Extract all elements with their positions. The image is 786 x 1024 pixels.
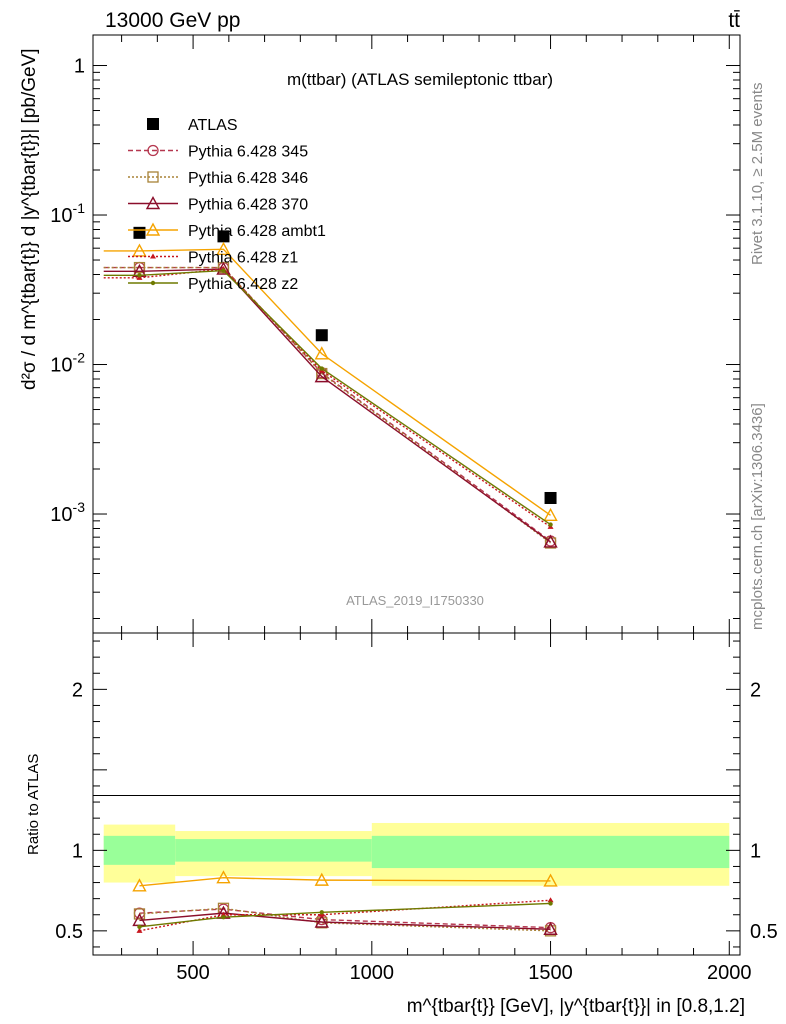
series-line-pythia-6-428-z2: [139, 902, 551, 928]
ratio-x-tick-label: 1000: [350, 962, 395, 984]
data-point-pythia-6-428-ambt1: [216, 241, 231, 255]
ratio-plot-frame: [92, 632, 741, 956]
data-point-pythia-6-428-ambt1: [543, 873, 558, 887]
data-point-pythia-6-428-370: [314, 914, 329, 928]
ratio-y-tick-label: 0.5: [55, 921, 83, 943]
ratio-x-axis-label: m^{tbar{t}} [GeV], |y^{tbar{t}}| in [0.8…: [407, 996, 745, 1017]
data-point-pythia-6-428-z2: [221, 268, 226, 273]
series-line-pythia-6-428-345: [139, 266, 551, 542]
main-y-tick-label: 10-2: [50, 350, 85, 377]
legend-marker-atlas: [147, 118, 159, 130]
data-point-pythia-6-428-z2: [137, 924, 142, 930]
legend-label-pythia-6-428-ambt1: Pythia 6.428 ambt1: [188, 223, 326, 240]
data-point-pythia-6-428-ambt1: [314, 346, 329, 360]
legend-label-pythia-6-428-346: Pythia 6.428 346: [188, 170, 308, 187]
legend-label-pythia-6-428-z1: Pythia 6.428 z1: [188, 250, 298, 267]
data-point-pythia-6-428-z1: [547, 897, 554, 903]
main-series-group: [103, 226, 558, 549]
series-line-pythia-6-428-346: [139, 907, 551, 932]
ratio-x-tick-label: 500: [176, 962, 209, 984]
ratio-x-tick-label: 1500: [528, 962, 573, 984]
data-point-pythia-6-428-346: [544, 537, 557, 549]
data-point-pythia-6-428-ambt1: [314, 872, 329, 886]
data-point-pythia-6-428-370: [543, 534, 558, 548]
ratio-series-group: [132, 870, 558, 937]
legend-marker-pythia-6-428-z2: [150, 280, 156, 286]
data-point-pythia-6-428-z2: [319, 366, 324, 371]
series-line-pythia-6-428-ambt1: [139, 877, 551, 887]
ratio-y-tick-label: 2: [72, 679, 83, 701]
ratio-y-tick-label-right: 2: [750, 679, 761, 701]
data-point-pythia-6-428-z2: [548, 901, 553, 906]
data-point-pythia-6-428-370: [543, 921, 558, 935]
data-point-pythia-6-428-370: [216, 261, 231, 275]
data-point-pythia-6-428-z1: [136, 927, 143, 933]
series-line-pythia-6-428-345: [139, 908, 551, 929]
ratio-band-inner: [103, 835, 176, 865]
data-point-pythia-6-428-ambt1: [216, 870, 231, 884]
main-y-tick-label: 1: [74, 56, 85, 78]
legend-marker-pythia-6-428-345: [147, 144, 159, 157]
ratio-axis-ticks: 0.5 0.5 1 1 2 2 500 1000 1500 2000: [55, 633, 778, 984]
data-point-pythia-6-428-346: [544, 925, 557, 937]
legend-label-atlas: ATLAS: [188, 117, 238, 134]
ratio-y-tick-label: 1: [72, 840, 83, 862]
legend-marker-pythia-6-428-ambt1: [145, 222, 161, 236]
legend-label-pythia-6-428-z2: Pythia 6.428 z2: [188, 276, 298, 293]
data-point-pythia-6-428-z1: [220, 911, 227, 917]
main-y-tick-label: 10-3: [50, 499, 85, 526]
legend-label-pythia-6-428-345: Pythia 6.428 345: [188, 144, 308, 161]
ratio-y-tick-label-right: 1: [750, 840, 761, 862]
rivet-version-label: Rivet 3.1.10, ≥ 2.5M events: [749, 83, 766, 266]
legend-label-pythia-6-428-370: Pythia 6.428 370: [188, 197, 308, 214]
ratio-band-inner: [175, 839, 372, 862]
data-point-atlas: [315, 329, 328, 342]
legend-marker-pythia-6-428-346: [147, 171, 159, 183]
series-line-pythia-6-428-z1: [139, 268, 551, 528]
header-right-label: tt̄: [728, 9, 740, 32]
legend-marker-pythia-6-428-z1: [150, 253, 156, 259]
legend-marker-pythia-6-428-370: [145, 196, 161, 210]
main-chart-title: m(ttbar) (ATLAS semileptonic ttbar): [287, 70, 553, 89]
data-point-pythia-6-428-z2: [221, 914, 226, 920]
data-point-pythia-6-428-ambt1: [132, 243, 147, 257]
ratio-band-inner: [371, 835, 730, 869]
series-line-pythia-6-428-z2: [139, 269, 551, 526]
data-point-pythia-6-428-346: [133, 261, 146, 274]
series-line-pythia-6-428-ambt1: [139, 248, 551, 516]
main-y-ticks: 1 10-1 10-2 10-3: [50, 35, 740, 633]
data-point-atlas: [133, 226, 146, 239]
main-panel: m(ttbar) (ATLAS semileptonic ttbar) ATLA…: [19, 34, 741, 634]
header-left-label: 13000 GeV pp: [105, 9, 240, 32]
ratio-x-tick-label: 2000: [707, 962, 752, 984]
data-point-pythia-6-428-346: [133, 908, 146, 920]
series-line-pythia-6-428-346: [139, 266, 551, 544]
data-point-pythia-6-428-ambt1: [132, 878, 147, 892]
ratio-uncertainty-bands: [103, 822, 730, 886]
ratio-panel: Ratio to ATLAS m^{tbar{t}} [GeV], |y^{tb…: [25, 632, 778, 1017]
data-point-atlas: [544, 491, 557, 504]
main-y-tick-label: 10-1: [50, 200, 85, 227]
data-point-atlas: [217, 230, 230, 243]
data-point-pythia-6-428-z2: [548, 522, 553, 527]
ratio-y-tick-label-right: 0.5: [750, 921, 778, 943]
series-line-pythia-6-428-370: [139, 912, 551, 930]
main-y-axis-label: d²σ / d m^{tbar{t}} d |y^{tbar{t}}| [pb/…: [19, 48, 40, 390]
data-point-pythia-6-428-ambt1: [543, 507, 558, 522]
data-point-pythia-6-428-z2: [319, 910, 324, 915]
data-point-pythia-6-428-z2: [137, 273, 142, 278]
mcplots-source-label: mcplots.cern.ch [arXiv:1306.3436]: [749, 403, 766, 630]
ratio-y-axis-label: Ratio to ATLAS: [25, 754, 42, 855]
data-point-pythia-6-428-370: [314, 369, 329, 383]
legend: ATLAS Pythia 6.428 345 Pythia 6.428 346 Pyt…: [128, 117, 326, 293]
series-line-pythia-6-428-370: [139, 268, 551, 543]
analysis-watermark: ATLAS_2019_I1750330: [346, 593, 484, 608]
